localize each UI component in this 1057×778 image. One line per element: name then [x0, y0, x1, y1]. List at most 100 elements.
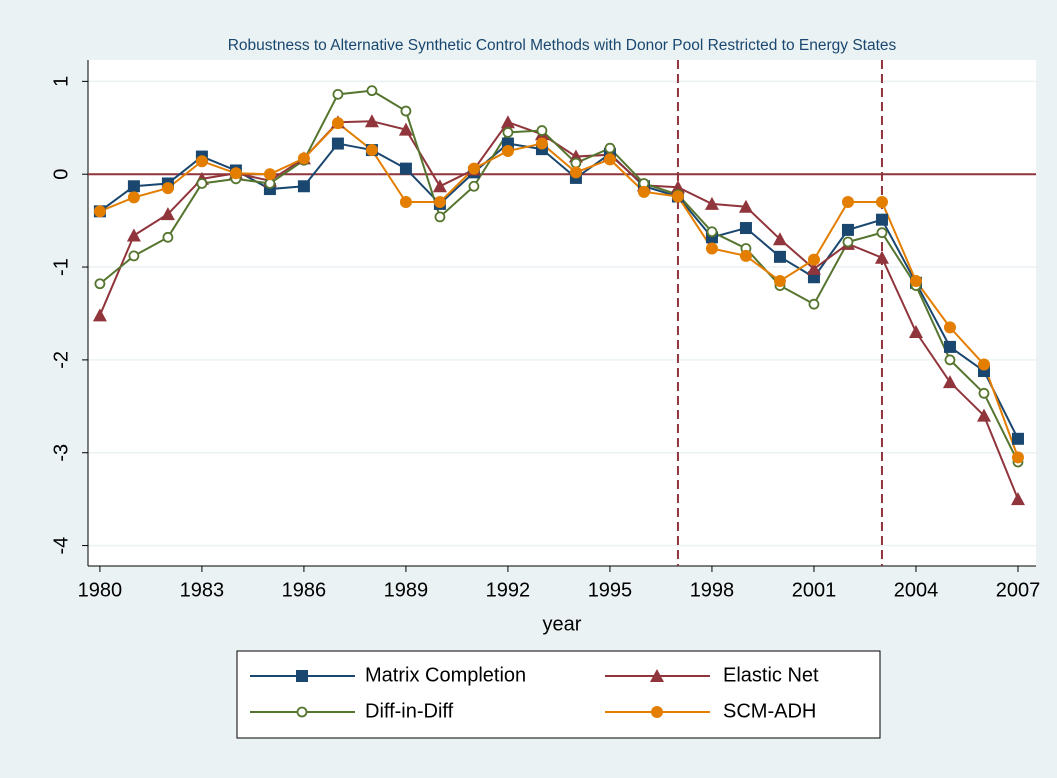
point: [92, 308, 107, 322]
point: [331, 137, 344, 150]
point: [569, 166, 582, 179]
x-tick-label: 1983: [180, 579, 225, 601]
point: [94, 278, 106, 290]
series-line: [99, 142, 1019, 440]
legend-label: Elastic Net: [723, 664, 819, 686]
point: [670, 180, 685, 194]
y-tick-label: 0: [50, 169, 72, 180]
point: [398, 122, 413, 136]
point: [738, 199, 753, 213]
point: [399, 162, 412, 175]
point: [126, 228, 141, 242]
point: [942, 375, 957, 389]
y-tick-label: -3: [50, 444, 72, 462]
point: [467, 162, 480, 175]
point: [704, 196, 719, 210]
x-tick-label: 2004: [894, 579, 939, 601]
point: [468, 180, 480, 192]
point: [841, 196, 854, 209]
point: [399, 196, 412, 209]
chart-title: Robustness to Alternative Synthetic Cont…: [228, 37, 897, 54]
point: [876, 227, 888, 239]
x-tick-label: 1998: [690, 579, 735, 601]
point: [127, 180, 140, 193]
point: [978, 387, 990, 399]
point: [874, 250, 889, 264]
point: [195, 155, 208, 168]
point: [944, 354, 956, 366]
point: [807, 253, 820, 266]
point: [501, 144, 514, 157]
point: [875, 213, 888, 226]
point: [500, 115, 515, 129]
point: [976, 408, 991, 422]
point: [773, 274, 786, 287]
x-tick-label: 1986: [282, 579, 327, 601]
point: [365, 144, 378, 157]
point: [161, 182, 174, 195]
point: [806, 261, 821, 275]
point: [332, 88, 344, 100]
point: [1010, 492, 1025, 506]
x-tick-label: 1992: [486, 579, 531, 601]
point: [93, 205, 106, 218]
point: [909, 274, 922, 287]
point: [842, 236, 854, 248]
legend-marker: [296, 706, 308, 718]
point: [536, 125, 548, 136]
point: [331, 117, 344, 130]
point: [264, 178, 276, 189]
point: [808, 298, 820, 310]
legend-marker: [650, 669, 664, 682]
point: [127, 191, 140, 204]
point: [432, 179, 447, 193]
point: [637, 185, 650, 198]
point: [671, 190, 684, 203]
point: [1011, 451, 1024, 464]
point: [570, 157, 582, 169]
x-tick-label: 2007: [996, 579, 1041, 601]
point: [705, 242, 718, 255]
legend-marker: [296, 670, 308, 682]
point: [128, 250, 140, 262]
x-tick-label: 2001: [792, 579, 837, 601]
point: [977, 358, 990, 371]
point: [603, 153, 616, 166]
point: [773, 250, 786, 263]
y-tick-label: 1: [50, 76, 72, 87]
series-line: [99, 121, 1019, 458]
point: [364, 114, 379, 128]
series-line: [99, 89, 1019, 463]
legend-label: SCM-ADH: [723, 700, 816, 722]
legend-marker: [651, 706, 663, 718]
point: [297, 180, 310, 193]
point: [433, 196, 446, 209]
point: [434, 211, 446, 223]
point: [1011, 432, 1024, 445]
legend-label: Diff-in-Diff: [365, 700, 454, 722]
y-tick-label: -1: [50, 258, 72, 276]
point: [502, 127, 514, 138]
point: [297, 152, 310, 165]
point: [943, 340, 956, 353]
point: [739, 249, 752, 262]
series-line: [98, 120, 1019, 500]
point: [535, 137, 548, 150]
x-tick-label: 1989: [384, 579, 429, 601]
point: [739, 222, 752, 235]
point: [366, 85, 378, 97]
point: [908, 325, 923, 339]
x-tick-label: 1980: [78, 579, 123, 601]
point: [604, 142, 616, 154]
point: [196, 178, 208, 189]
y-tick-label: -4: [50, 537, 72, 555]
point: [706, 226, 718, 238]
point: [160, 207, 175, 221]
legend: [236, 650, 881, 739]
point: [943, 321, 956, 334]
point: [400, 105, 412, 117]
point: [162, 231, 174, 243]
point: [772, 232, 787, 246]
